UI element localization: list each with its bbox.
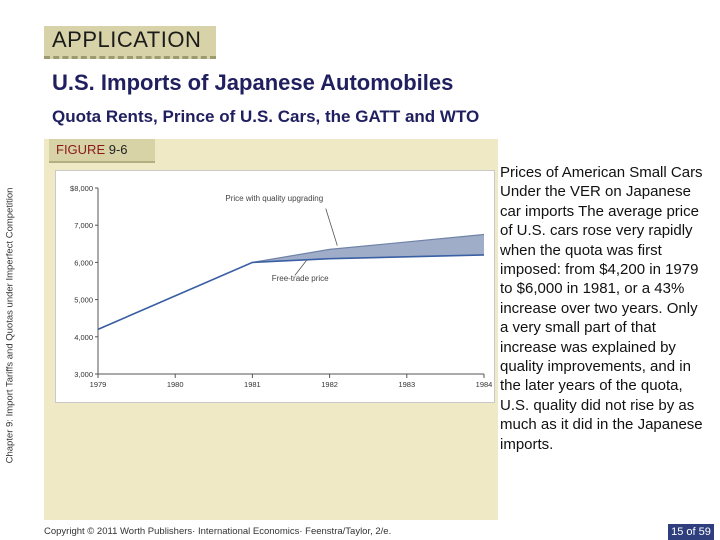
y-tick-label: 4,000 <box>74 333 93 342</box>
page-number: 15 of 59 <box>668 524 714 540</box>
annotation-free-trade: Free-trade price <box>272 274 329 283</box>
slide-subtitle: Quota Rents, Prince of U.S. Cars, the GA… <box>52 107 480 126</box>
application-tab-label: APPLICATION <box>52 27 202 52</box>
y-tick-label: 5,000 <box>74 296 93 305</box>
annotation-quality-upgrading: Price with quality upgrading <box>225 194 323 203</box>
annotation-leader-free-trade <box>294 260 307 276</box>
figure-label: FIGURE 9-6 <box>49 139 155 163</box>
x-tick-label: 1979 <box>90 380 107 389</box>
figure-description: Prices of American Small Cars Under the … <box>500 164 703 453</box>
annotation-leader-quality <box>325 208 338 246</box>
y-tick-label: 6,000 <box>74 258 93 267</box>
x-tick-label: 1980 <box>167 380 184 389</box>
x-tick-label: 1981 <box>244 380 261 389</box>
y-tick-label: $8,000 <box>70 184 93 193</box>
y-tick-label: 3,000 <box>74 370 93 379</box>
application-tab: APPLICATION <box>44 26 216 59</box>
x-tick-label: 1982 <box>321 380 338 389</box>
x-tick-label: 1984 <box>476 380 493 389</box>
copyright-text: Copyright © 2011 Worth Publishers· Inter… <box>44 526 392 537</box>
x-tick-label: 1983 <box>398 380 415 389</box>
chapter-side-label: Chapter 9: Import Tariffs and Quotas und… <box>4 187 16 464</box>
series-line-free-trade <box>97 254 485 331</box>
quality-upgrade-band <box>98 234 484 330</box>
slide-title: U.S. Imports of Japanese Automobiles <box>52 70 454 95</box>
y-tick-label: 7,000 <box>74 221 93 230</box>
figure-label-word: FIGURE <box>56 142 106 157</box>
figure-label-number: 9-6 <box>108 142 128 157</box>
chart-container: $8,000 7,000 6,000 5,000 4,000 3,000 1979 1980 1… <box>55 170 495 403</box>
